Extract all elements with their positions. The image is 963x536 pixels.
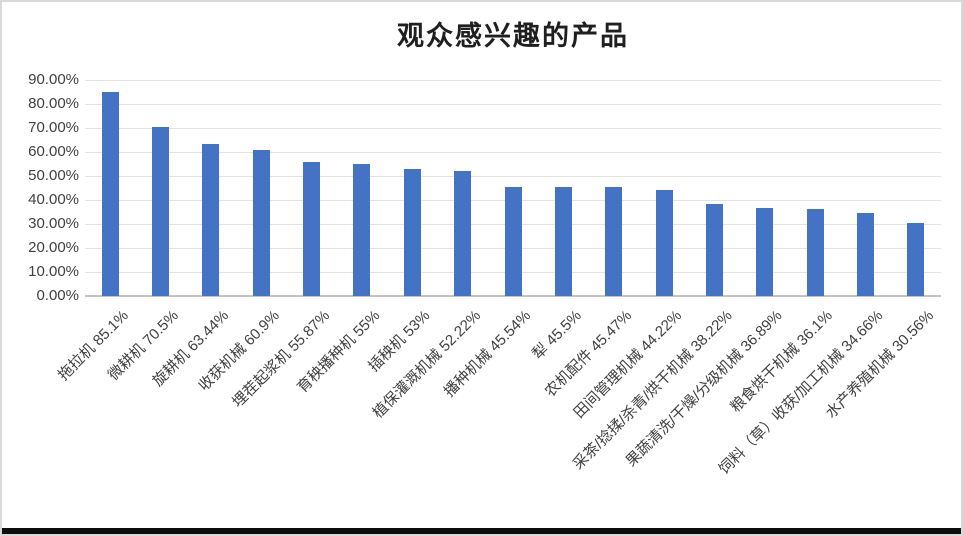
bar <box>152 126 169 296</box>
bar <box>554 186 572 296</box>
gridline <box>85 176 941 177</box>
bar <box>252 149 270 296</box>
window-bottom-edge <box>2 528 961 534</box>
bar <box>756 207 774 296</box>
y-axis-label: 40.00% <box>28 191 79 208</box>
y-axis-label: 70.00% <box>28 119 79 136</box>
y-axis-label: 50.00% <box>28 167 79 184</box>
y-axis-label: 90.00% <box>28 71 79 88</box>
bar <box>705 204 723 296</box>
bar <box>605 186 623 296</box>
bar <box>353 164 371 296</box>
y-axis-label: 30.00% <box>28 215 79 232</box>
bar <box>504 186 522 296</box>
bar <box>454 170 472 296</box>
plot-area: 0.00% 10.00% 20.00% 30.00% 40.00% 50.00% 60.00… <box>2 2 961 529</box>
y-axis-label: 0.00% <box>36 287 79 304</box>
x-axis-label: 播种机械 45.54% <box>440 307 535 401</box>
x-axis-line <box>85 295 941 297</box>
bar <box>907 222 925 296</box>
gridline <box>85 104 941 105</box>
bar <box>303 161 321 296</box>
bar <box>101 91 119 296</box>
gridline <box>85 80 941 81</box>
gridline <box>85 152 941 153</box>
bar <box>202 143 220 296</box>
bar <box>655 189 673 296</box>
y-axis-label: 20.00% <box>28 239 79 256</box>
y-axis-label: 10.00% <box>28 263 79 280</box>
y-axis-label: 80.00% <box>28 95 79 112</box>
bar <box>857 212 874 296</box>
y-axis-label: 60.00% <box>28 143 79 160</box>
bar <box>403 168 421 296</box>
chart-title: 观众感兴趣的产品 <box>397 21 629 51</box>
gridline <box>85 128 941 129</box>
bar <box>806 209 824 296</box>
